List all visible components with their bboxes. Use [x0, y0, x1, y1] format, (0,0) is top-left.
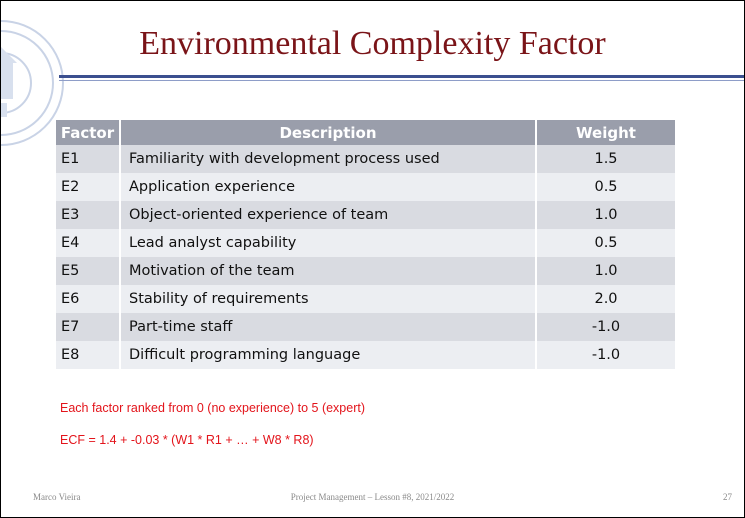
table-row: E1 Familiarity with development process …	[56, 145, 675, 173]
footer-course: Project Management – Lesson #8, 2021/202…	[290, 492, 455, 502]
factor-id: E5	[56, 257, 121, 285]
table-header-row: Factor Description Weight	[56, 120, 675, 145]
factor-weight: 1.5	[536, 145, 675, 173]
table-row: E3 Object-oriented experience of team 1.…	[56, 201, 675, 229]
university-seal-icon	[1, 20, 64, 146]
factor-description: Application experience	[120, 173, 537, 201]
factor-weight: 1.0	[536, 201, 675, 229]
factor-description: Difficult programming language	[120, 341, 537, 369]
factor-description: Lead analyst capability	[120, 229, 537, 257]
column-header-factor: Factor	[56, 120, 121, 145]
table-row: E4 Lead analyst capability 0.5	[56, 229, 675, 257]
factor-id: E3	[56, 201, 121, 229]
ranking-note: Each factor ranked from 0 (no experience…	[60, 401, 366, 415]
slide-title: Environmental Complexity Factor	[139, 25, 606, 62]
factor-weight: 1.0	[536, 257, 675, 285]
factor-description: Part-time staff	[120, 313, 537, 341]
footer-author: Marco Vieira	[33, 492, 81, 502]
title-divider	[59, 75, 744, 78]
table-row: E2 Application experience 0.5	[56, 173, 675, 201]
factor-weight: 0.5	[536, 229, 675, 257]
factor-description: Familiarity with development process use…	[120, 145, 537, 173]
factor-description: Stability of requirements	[120, 285, 537, 313]
factor-weight: -1.0	[536, 313, 675, 341]
table-row: E5 Motivation of the team 1.0	[56, 257, 675, 285]
factor-weight: 0.5	[536, 173, 675, 201]
factor-id: E7	[56, 313, 121, 341]
factor-weight: 2.0	[536, 285, 675, 313]
footer-page-number: 27	[723, 492, 732, 502]
table-row: E7 Part-time staff -1.0	[56, 313, 675, 341]
factor-id: E6	[56, 285, 121, 313]
factor-description: Motivation of the team	[120, 257, 537, 285]
factor-id: E1	[56, 145, 121, 173]
factor-description: Object-oriented experience of team	[120, 201, 537, 229]
ecf-formula: ECF = 1.4 + -0.03 * (W1 * R1 + … + W8 * …	[60, 433, 314, 447]
factors-table: Factor Description Weight E1 Familiarity…	[56, 120, 675, 369]
factor-id: E4	[56, 229, 121, 257]
title-divider-thin	[59, 80, 744, 81]
column-header-description: Description	[120, 120, 537, 145]
factor-id: E8	[56, 341, 121, 369]
table-row: E6 Stability of requirements 2.0	[56, 285, 675, 313]
table-row: E8 Difficult programming language -1.0	[56, 341, 675, 369]
column-header-weight: Weight	[536, 120, 675, 145]
factor-id: E2	[56, 173, 121, 201]
factor-weight: -1.0	[536, 341, 675, 369]
